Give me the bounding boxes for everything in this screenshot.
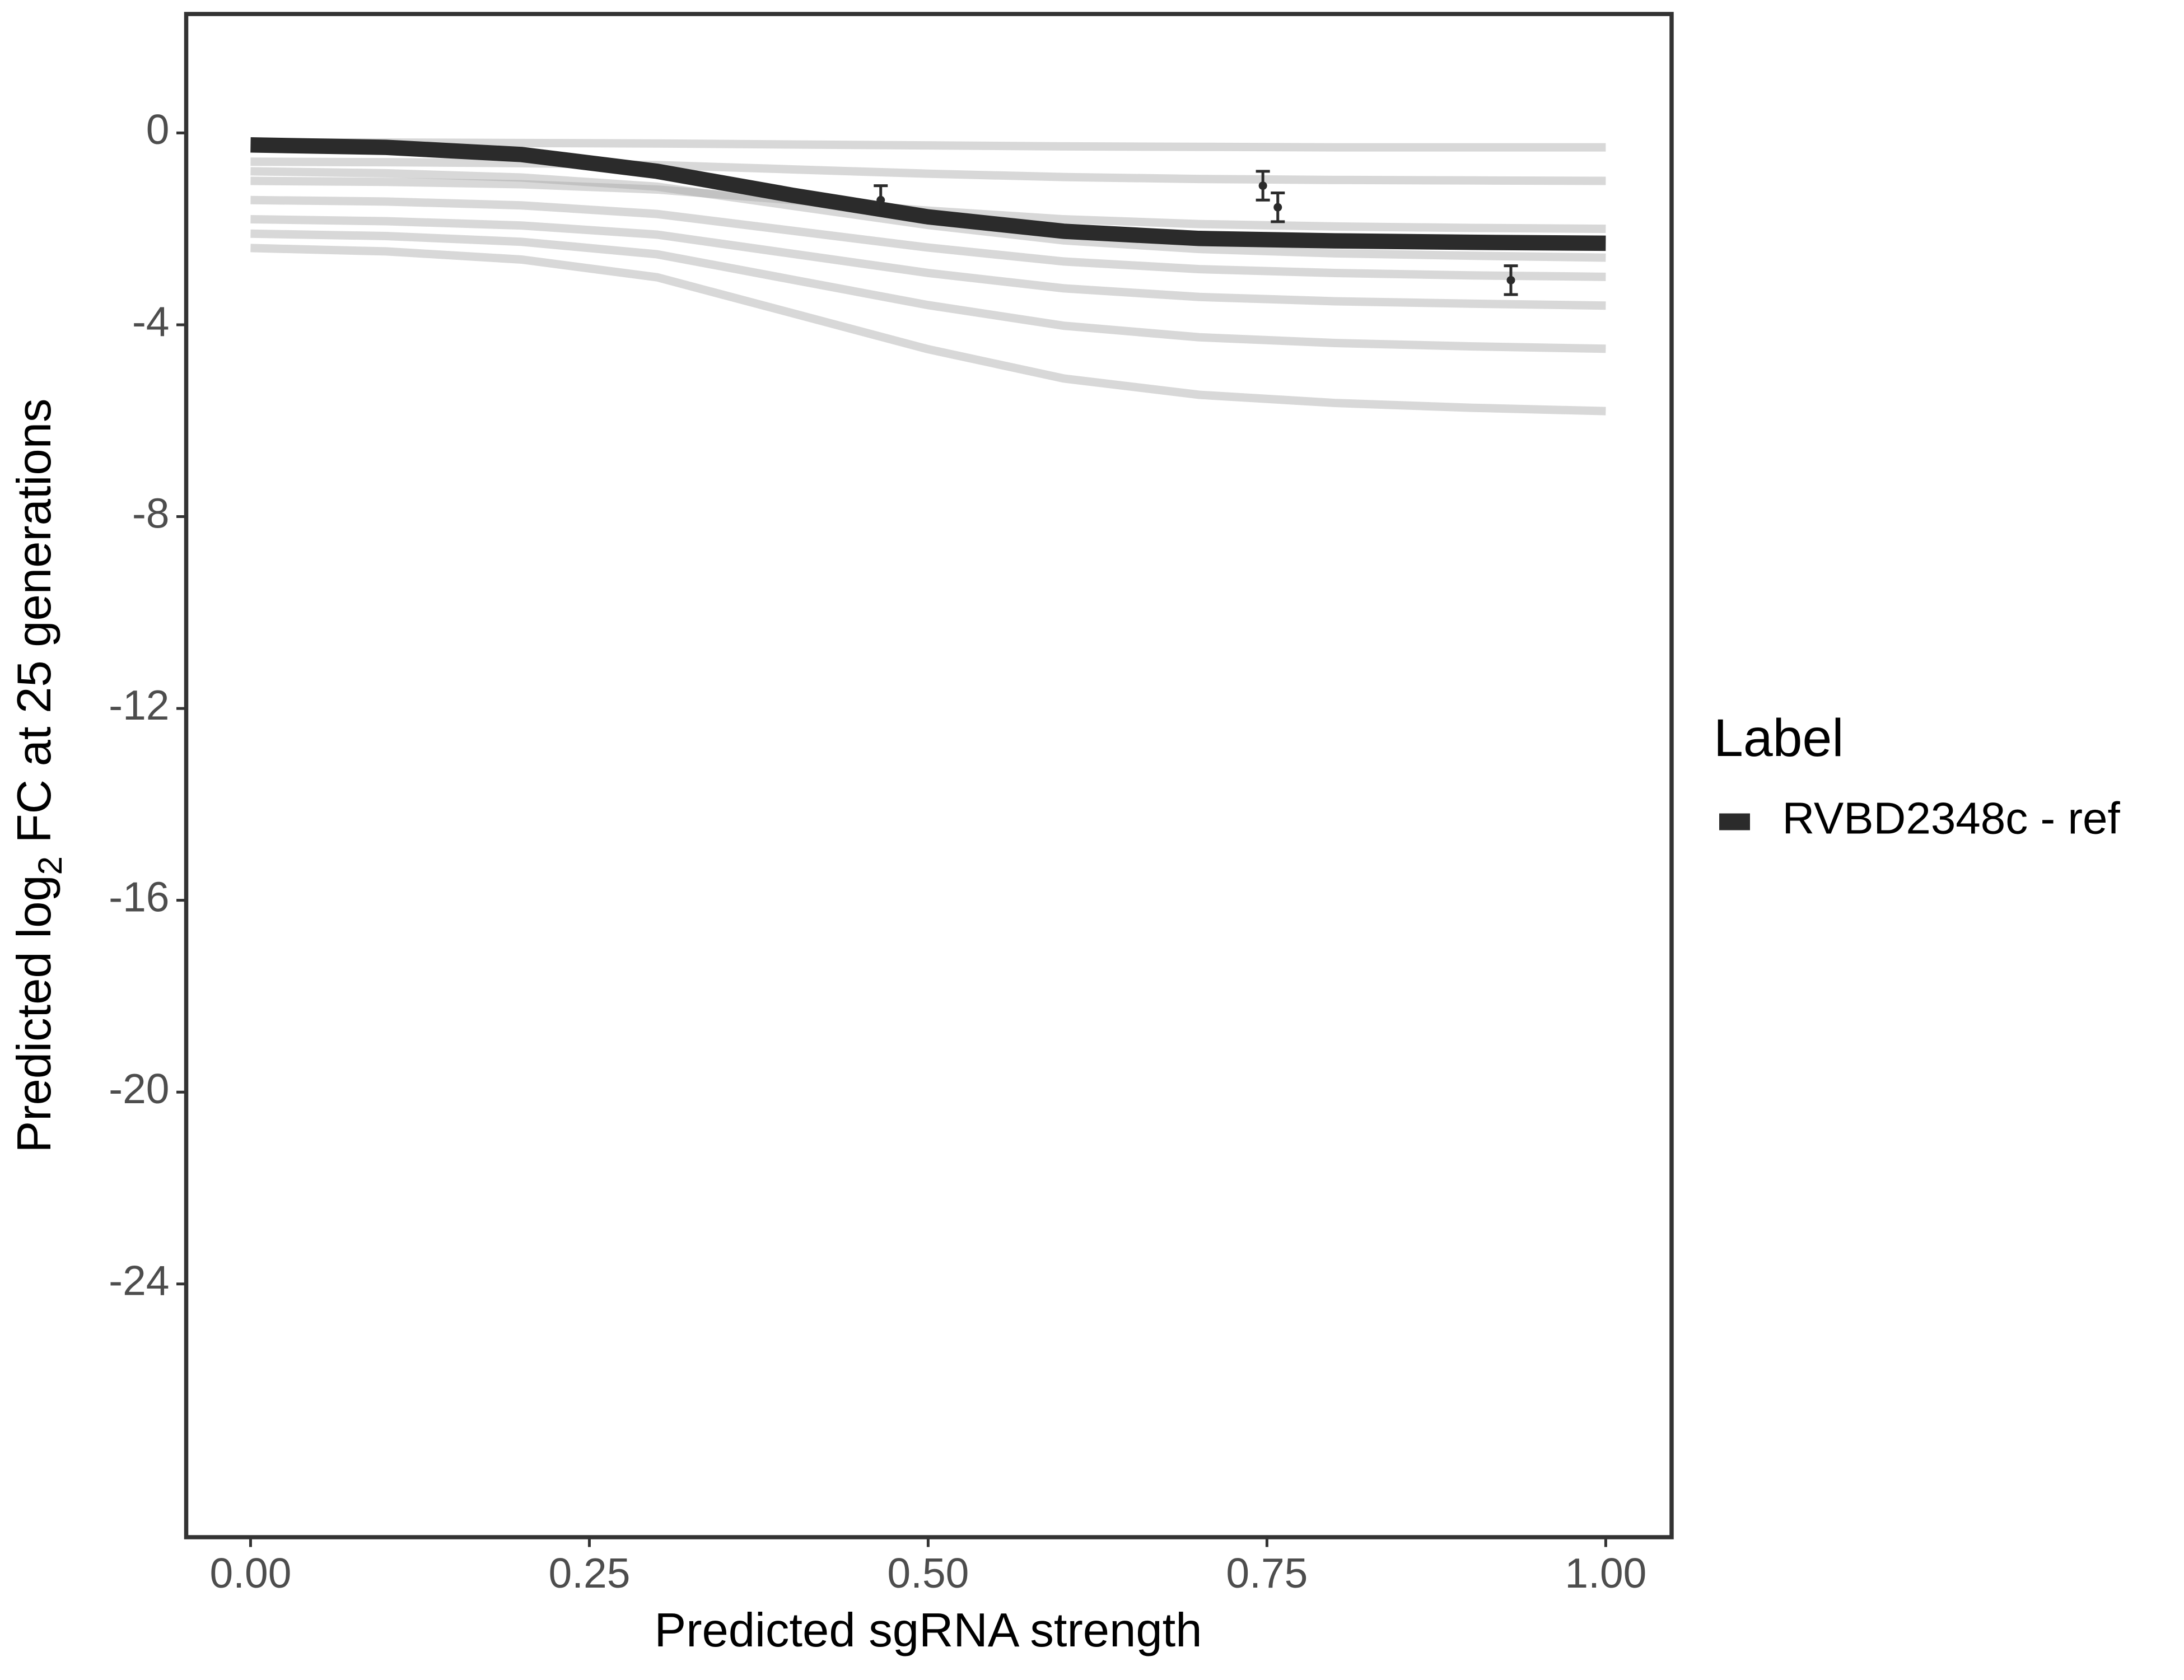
y-tick-label: -8 [132, 489, 170, 536]
y-label-sub: 2 [31, 856, 69, 875]
legend-key [1719, 813, 1750, 830]
y-tick-label: -12 [109, 682, 169, 729]
y-axis-label: Predicted log2 FC at 25 generations [8, 399, 69, 1153]
data-point [1258, 181, 1267, 190]
draw-line [250, 157, 1606, 185]
draw-line [250, 215, 1606, 310]
legend-title: Label [1714, 708, 1844, 768]
draw-line [250, 138, 1606, 152]
y-tick-label: 0 [146, 106, 170, 153]
draw-line [250, 244, 1606, 416]
y-tick-label: -20 [109, 1065, 169, 1112]
draw-line [250, 195, 1606, 281]
legend-label: RVBD2348c - ref [1782, 794, 2121, 843]
draw-line [250, 229, 1606, 353]
data-point [1273, 203, 1282, 212]
x-tick-label: 0.25 [548, 1550, 630, 1597]
series-line [250, 137, 1606, 251]
x-tick-label: 0.00 [209, 1550, 291, 1597]
x-axis-label: Predicted sgRNA strength [655, 1604, 1202, 1657]
data-point [876, 195, 885, 204]
x-tick-label: 0.50 [887, 1550, 969, 1597]
y-tick-label: -4 [132, 298, 170, 345]
y-label-part: FC at 25 generations [8, 399, 61, 856]
x-tick-label: 1.00 [1565, 1550, 1646, 1597]
data-point [1506, 276, 1515, 284]
y-tick-label: -16 [109, 873, 169, 920]
draw-line [250, 167, 1606, 262]
y-tick-label: -24 [109, 1257, 169, 1304]
x-tick-label: 0.75 [1226, 1550, 1308, 1597]
y-label-part: Predicted log [8, 875, 61, 1152]
